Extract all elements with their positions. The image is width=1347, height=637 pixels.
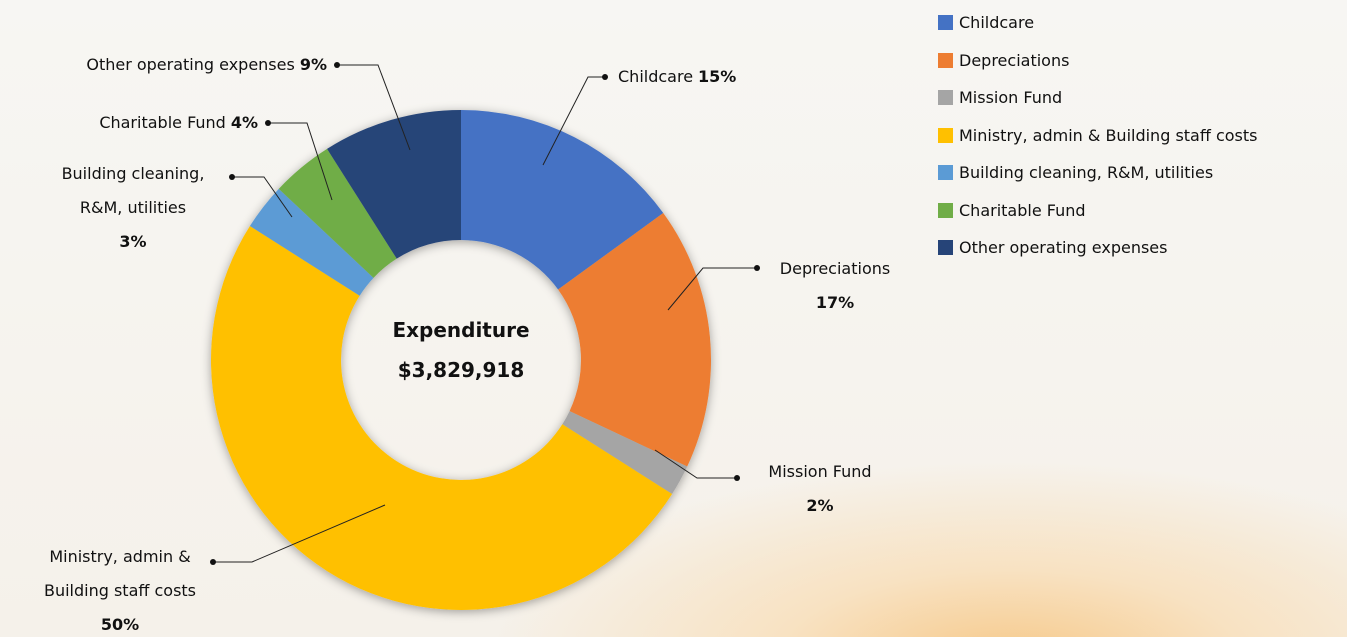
slice-label-name: Mission Fund xyxy=(768,462,872,481)
legend-label: Ministry, admin & Building staff costs xyxy=(959,125,1258,145)
slice xyxy=(211,226,673,610)
slice-label-value: 15% xyxy=(698,67,737,86)
legend-label: Mission Fund xyxy=(959,88,1063,108)
leader-dot xyxy=(602,74,608,80)
legend-item: Building cleaning, R&M, utilities xyxy=(938,154,1258,192)
legend-item: Charitable Fund xyxy=(938,192,1258,230)
slice-label-value: 17% xyxy=(815,293,855,312)
slice xyxy=(558,213,712,467)
slice-label: Other operating expenses 9% xyxy=(86,48,327,82)
slice-label-value: 50% xyxy=(100,615,140,634)
leader-lines xyxy=(210,62,760,565)
legend-label: Childcare xyxy=(959,13,1035,33)
leader-line xyxy=(268,122,333,201)
legend-swatch xyxy=(938,52,953,68)
slice-label-value: 4% xyxy=(230,113,258,132)
leader-dot xyxy=(229,174,235,180)
slice-label-name: Building cleaning, R&M, utilities xyxy=(61,164,205,217)
legend-item: Ministry, admin & Building staff costs xyxy=(938,117,1258,155)
leader-dot xyxy=(734,475,740,481)
leader-dot xyxy=(265,120,271,126)
slice-label: Ministry, admin & Building staff costs 50… xyxy=(20,540,220,637)
slice-label: Childcare 15% xyxy=(618,60,736,94)
slice-label-value: 9% xyxy=(299,55,327,74)
center-title: Expenditure xyxy=(392,318,530,342)
slice-label: Building cleaning, R&M, utilities 3% xyxy=(38,157,228,259)
legend-item: Childcare xyxy=(938,4,1258,42)
slice-label-name: Depreciations xyxy=(779,259,891,278)
leader-line xyxy=(654,449,737,479)
slice-label-value: 3% xyxy=(119,232,147,251)
leader-dot xyxy=(754,265,760,271)
leader-line xyxy=(213,504,386,563)
slice-label-name: Childcare xyxy=(618,67,694,86)
legend-label: Charitable Fund xyxy=(959,200,1086,220)
legend-label: Other operating expenses xyxy=(959,238,1168,258)
slice-label: Depreciations 17% xyxy=(760,252,910,320)
leader-dot xyxy=(210,559,216,565)
leader-line xyxy=(542,76,605,166)
slice xyxy=(278,148,397,278)
slice xyxy=(249,188,374,296)
legend-item: Other operating expenses xyxy=(938,229,1258,267)
slice-label-name: Other operating expenses xyxy=(86,55,295,74)
center-label: Expenditure $3,829,918 xyxy=(361,310,561,390)
slice-label-value: 2% xyxy=(806,496,834,515)
leader-line xyxy=(337,64,411,151)
leader-line xyxy=(232,176,293,218)
leader-line xyxy=(667,267,757,311)
slice-label: Mission Fund 2% xyxy=(745,455,895,523)
slice-label: Charitable Fund 4% xyxy=(99,106,258,140)
legend-item: Mission Fund xyxy=(938,79,1258,117)
legend-label: Building cleaning, R&M, utilities xyxy=(959,163,1214,183)
legend-swatch xyxy=(938,127,953,143)
legend: Childcare Depreciations Mission Fund Minist… xyxy=(938,4,1258,267)
legend-swatch xyxy=(938,165,953,181)
slice xyxy=(562,411,688,494)
legend-swatch xyxy=(938,15,953,31)
slice-label-name: Charitable Fund xyxy=(99,113,226,132)
legend-swatch xyxy=(938,202,953,218)
slice xyxy=(461,110,664,290)
legend-swatch xyxy=(938,240,953,256)
legend-item: Depreciations xyxy=(938,42,1258,80)
leader-dot xyxy=(334,62,340,68)
center-value: $3,829,918 xyxy=(397,358,525,382)
donut xyxy=(211,110,712,610)
slice xyxy=(327,110,461,259)
slice-label-name: Ministry, admin & Building staff costs xyxy=(43,547,197,600)
legend-swatch xyxy=(938,90,953,106)
legend-label: Depreciations xyxy=(959,50,1070,70)
